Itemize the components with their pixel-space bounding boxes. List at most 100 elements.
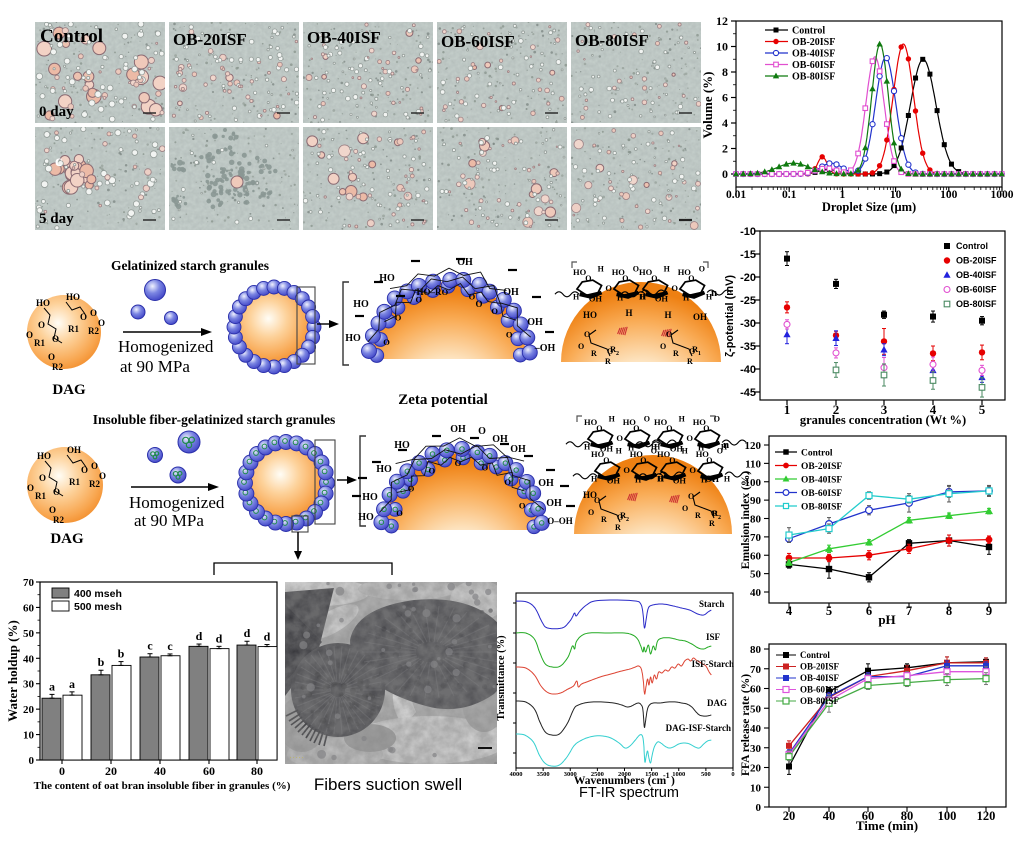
svg-text:1: 1 xyxy=(784,402,791,417)
svg-text:Control: Control xyxy=(40,26,103,47)
svg-text:H: H xyxy=(657,475,664,484)
svg-text:50: 50 xyxy=(23,628,35,640)
svg-text:4: 4 xyxy=(930,402,937,417)
svg-text:2: 2 xyxy=(616,351,619,357)
svg-text:b: b xyxy=(98,655,105,669)
svg-text:HO: HO xyxy=(353,299,369,310)
svg-text:H: H xyxy=(721,443,728,452)
svg-text:50: 50 xyxy=(750,703,762,715)
svg-text:O: O xyxy=(666,424,672,433)
svg-text:OH: OH xyxy=(607,475,621,485)
svg-text:60: 60 xyxy=(862,809,875,823)
svg-text:O: O xyxy=(706,456,712,465)
svg-text:20: 20 xyxy=(783,809,796,823)
svg-text:O: O xyxy=(504,477,511,487)
svg-text:O: O xyxy=(640,456,646,465)
svg-text:40: 40 xyxy=(154,764,166,778)
svg-text:O–OH: O–OH xyxy=(547,516,573,526)
svg-text:1000: 1000 xyxy=(672,771,685,778)
svg-text:ζ-potential (mV): ζ-potential (mV) xyxy=(724,275,736,357)
svg-text:OH: OH xyxy=(450,424,466,435)
svg-text:R2: R2 xyxy=(88,326,99,336)
svg-text:4000: 4000 xyxy=(510,771,523,778)
svg-text:O: O xyxy=(666,330,672,339)
svg-text:O: O xyxy=(605,283,612,293)
svg-text:70: 70 xyxy=(750,664,762,676)
svg-text:O: O xyxy=(506,329,513,339)
svg-text:40: 40 xyxy=(23,653,35,665)
svg-text:O: O xyxy=(81,465,88,475)
svg-text:-25: -25 xyxy=(740,295,756,307)
svg-text:HO: HO xyxy=(591,449,605,459)
svg-text:H: H xyxy=(654,443,661,452)
svg-text:Control: Control xyxy=(792,26,825,37)
svg-text:1: 1 xyxy=(698,351,701,357)
svg-text:at 90 MPa: at 90 MPa xyxy=(120,357,190,376)
svg-text:5: 5 xyxy=(979,402,986,417)
svg-text:120: 120 xyxy=(977,809,996,823)
svg-text:10: 10 xyxy=(716,40,728,54)
svg-text:Insoluble fiber-gelatinized st: Insoluble fiber-gelatinized starch granu… xyxy=(93,412,336,427)
svg-text:OB-20ISF: OB-20ISF xyxy=(800,662,840,672)
svg-text:H: H xyxy=(639,293,646,302)
svg-text:.....: ..... xyxy=(289,754,304,760)
svg-text:HO: HO xyxy=(696,449,710,459)
svg-text:3: 3 xyxy=(881,402,888,417)
svg-text:O: O xyxy=(27,483,34,493)
svg-text:Time (min): Time (min) xyxy=(856,818,918,833)
svg-text:OB-40ISF: OB-40ISF xyxy=(956,270,997,280)
svg-text:c: c xyxy=(147,639,153,653)
svg-text:6: 6 xyxy=(866,604,872,618)
svg-text:0 day: 0 day xyxy=(39,104,74,120)
svg-text:Homogenized: Homogenized xyxy=(118,337,214,356)
svg-text:HO: HO xyxy=(379,273,395,284)
svg-text:HO: HO xyxy=(66,292,80,302)
svg-text:HO: HO xyxy=(573,267,587,277)
svg-text:20: 20 xyxy=(105,764,117,778)
svg-text:b: b xyxy=(118,647,125,661)
svg-text:O: O xyxy=(622,274,628,283)
svg-text:OB-80ISF: OB-80ISF xyxy=(956,299,997,309)
svg-text:HO: HO xyxy=(583,310,597,320)
svg-text:100: 100 xyxy=(940,189,958,201)
svg-text:40: 40 xyxy=(823,809,836,823)
svg-text:1: 1 xyxy=(840,189,846,201)
svg-text:OB-20ISF: OB-20ISF xyxy=(956,256,997,266)
svg-text:0: 0 xyxy=(756,802,762,814)
svg-text:OB-80ISF: OB-80ISF xyxy=(800,696,840,706)
svg-text:H: H xyxy=(664,264,671,273)
svg-text:n: n xyxy=(711,287,717,299)
svg-text:O: O xyxy=(39,473,46,483)
svg-text:R: R xyxy=(673,349,679,358)
svg-text:O: O xyxy=(469,291,476,301)
svg-text:R2: R2 xyxy=(53,515,64,525)
svg-text:Water holdup (%): Water holdup (%) xyxy=(5,620,20,722)
svg-text:O: O xyxy=(38,320,45,330)
svg-text:O: O xyxy=(491,306,498,316)
svg-text:OH: OH xyxy=(67,445,81,455)
svg-text:R1: R1 xyxy=(69,477,80,487)
svg-text:OH: OH xyxy=(538,478,554,489)
svg-text:OH: OH xyxy=(670,443,684,453)
svg-text:O: O xyxy=(578,342,584,351)
svg-text:O: O xyxy=(711,509,717,518)
svg-text:ISF: ISF xyxy=(706,632,721,642)
svg-text:R: R xyxy=(692,344,699,354)
svg-text:7: 7 xyxy=(906,604,912,618)
svg-text:O: O xyxy=(633,264,639,273)
svg-text:H: H xyxy=(664,310,671,320)
svg-text:O: O xyxy=(49,505,56,515)
svg-text:2000: 2000 xyxy=(618,771,631,778)
svg-text:OH: OH xyxy=(492,434,508,445)
svg-text:80: 80 xyxy=(750,644,762,656)
svg-text:OH: OH xyxy=(589,293,603,303)
svg-text:9: 9 xyxy=(986,604,992,618)
svg-text:H: H xyxy=(698,443,705,452)
svg-text:70: 70 xyxy=(750,532,762,544)
svg-text:O: O xyxy=(90,308,97,318)
svg-text:d: d xyxy=(216,631,223,645)
svg-text:20: 20 xyxy=(23,704,35,716)
svg-text:8: 8 xyxy=(722,65,728,79)
svg-text:Droplet Size (μm): Droplet Size (μm) xyxy=(822,200,916,214)
svg-text:pH: pH xyxy=(878,612,895,627)
